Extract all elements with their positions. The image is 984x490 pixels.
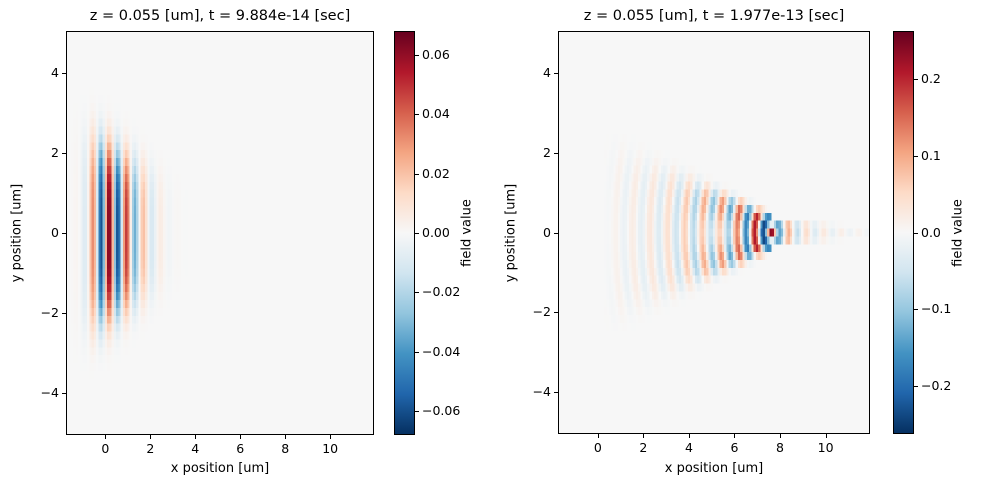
colorbar-tick-label: −0.06 bbox=[422, 403, 461, 419]
colorbar-tick-label: −0.2 bbox=[921, 378, 952, 394]
colorbar-tick bbox=[914, 309, 918, 311]
colorbar-tick bbox=[914, 386, 918, 388]
x-tick-label: 10 bbox=[817, 440, 834, 455]
colorbar-tick bbox=[914, 232, 918, 234]
colorbar-tick-label: −0.04 bbox=[422, 343, 461, 359]
y-tick bbox=[62, 233, 66, 234]
x-tick bbox=[688, 434, 690, 438]
x-tick-label: 10 bbox=[322, 441, 339, 456]
panel2-plot-area bbox=[558, 31, 870, 434]
y-tick-label: 0 bbox=[543, 224, 551, 240]
x-tick bbox=[597, 434, 599, 438]
x-tick bbox=[825, 434, 827, 438]
x-tick bbox=[240, 435, 242, 439]
y-tick-label: 4 bbox=[51, 65, 59, 80]
panel1-xaxis-label: x position [um] bbox=[170, 461, 270, 476]
y-tick-label: 2 bbox=[543, 144, 551, 160]
colorbar-tick bbox=[914, 155, 918, 157]
x-tick bbox=[734, 434, 736, 438]
x-tick-label: 2 bbox=[639, 440, 648, 455]
y-tick bbox=[62, 73, 66, 74]
colorbar-tick-label: −0.02 bbox=[422, 284, 461, 300]
panel1-colorbar bbox=[394, 31, 415, 435]
panel2-colorbar-label: field value bbox=[950, 199, 966, 267]
colorbar-tick-label: 0.04 bbox=[422, 106, 450, 122]
panel2-title: z = 0.055 [um], t = 1.977e-13 [sec] bbox=[583, 8, 845, 24]
y-tick bbox=[554, 232, 558, 234]
x-tick-label: 0 bbox=[593, 440, 602, 455]
colorbar-tick-label: 0.1 bbox=[921, 147, 941, 163]
colorbar-tick bbox=[415, 114, 419, 116]
x-tick bbox=[330, 435, 332, 439]
y-tick bbox=[62, 153, 66, 154]
x-tick bbox=[150, 435, 152, 439]
x-tick-label: 8 bbox=[776, 440, 785, 455]
colorbar-tick bbox=[415, 54, 419, 56]
colorbar-tick bbox=[415, 173, 419, 175]
x-tick bbox=[780, 434, 782, 438]
colorbar-tick bbox=[415, 292, 419, 294]
colorbar-tick-label: 0.0 bbox=[921, 224, 941, 240]
x-tick bbox=[105, 435, 107, 439]
panel1-heatmap bbox=[67, 32, 373, 434]
y-tick-label: −2 bbox=[40, 305, 59, 320]
panel1-colorbar-label: field value bbox=[459, 199, 475, 267]
panel2-heatmap bbox=[559, 32, 869, 433]
panel1-title: z = 0.055 [um], t = 9.884e-14 [sec] bbox=[89, 8, 351, 24]
colorbar-tick-label: 0.2 bbox=[921, 70, 941, 86]
y-tick-label: −4 bbox=[40, 385, 59, 400]
x-tick-label: 6 bbox=[236, 441, 245, 456]
x-tick-label: 0 bbox=[101, 441, 110, 456]
panel2-xaxis-label: x position [um] bbox=[664, 461, 764, 476]
colorbar-tick bbox=[415, 351, 419, 353]
x-tick-label: 2 bbox=[146, 441, 155, 456]
colorbar-tick-label: −0.1 bbox=[921, 301, 952, 317]
x-tick-label: 8 bbox=[281, 441, 290, 456]
colorbar-tick-label: 0.02 bbox=[422, 165, 450, 181]
colorbar-tick bbox=[415, 411, 419, 413]
panel1-plot-area bbox=[66, 31, 374, 435]
y-tick bbox=[554, 392, 558, 394]
colorbar-tick-label: 0.00 bbox=[422, 225, 450, 240]
y-tick bbox=[554, 312, 558, 314]
x-tick-label: 4 bbox=[684, 440, 693, 455]
x-tick bbox=[195, 435, 197, 439]
y-tick-label: 0 bbox=[51, 225, 59, 240]
y-tick-label: 4 bbox=[543, 64, 551, 80]
x-tick bbox=[643, 434, 645, 438]
y-tick bbox=[62, 313, 66, 314]
y-tick-label: −2 bbox=[532, 304, 551, 320]
y-tick-label: 2 bbox=[51, 145, 59, 160]
y-tick-label: −4 bbox=[532, 384, 551, 400]
y-tick bbox=[62, 393, 66, 394]
y-tick bbox=[554, 152, 558, 154]
x-tick-label: 4 bbox=[191, 441, 200, 456]
colorbar-tick bbox=[415, 233, 419, 234]
colorbar-tick-label: 0.06 bbox=[422, 46, 450, 62]
colorbar-tick bbox=[914, 78, 918, 80]
x-tick-label: 6 bbox=[730, 440, 739, 455]
x-tick bbox=[285, 435, 287, 439]
panel2-colorbar bbox=[893, 31, 914, 434]
y-tick bbox=[554, 72, 558, 74]
